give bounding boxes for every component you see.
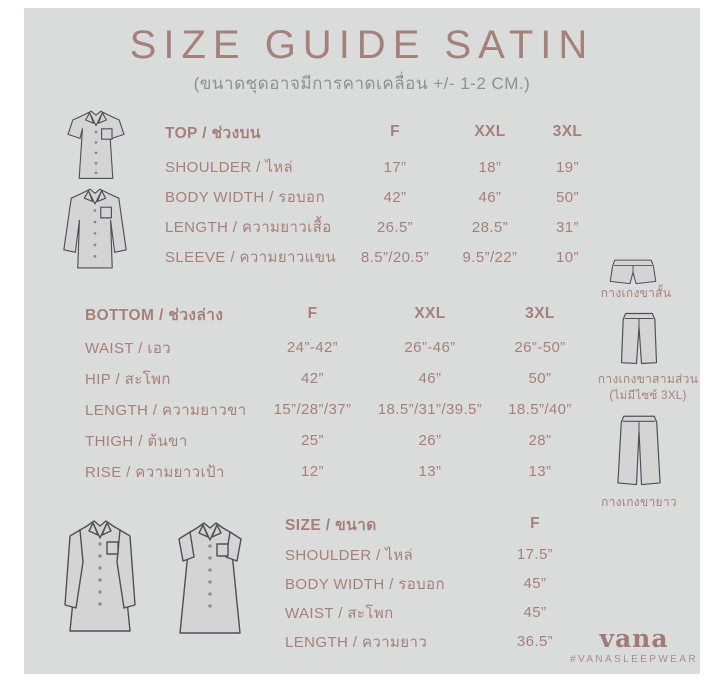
table-cell: 13”	[528, 463, 552, 480]
shorts-illustration	[609, 259, 657, 285]
brand-hashtag: #VANASLEEPWEAR	[570, 654, 698, 665]
brand-logo: vana	[599, 624, 669, 653]
nightdress-long-sleeve-illustration	[64, 520, 136, 632]
row-label: WAIST / เอว	[85, 339, 172, 357]
row-label: SHOULDER / ไหล่	[165, 159, 294, 176]
table-cell: 46”	[478, 188, 502, 206]
table-cell: 26”-46”	[404, 339, 456, 356]
column-header-f: F	[390, 123, 400, 140]
onesize-table: SIZE / ขนาด F SHOULDER / ไหล่ 17.5” BODY…	[285, 508, 600, 656]
nightdress-short-sleeve-illustration	[178, 522, 242, 634]
row-label: BODY WIDTH / รอบอก	[285, 575, 445, 593]
table-cell: 42”	[383, 188, 407, 206]
table-cell: 31”	[556, 218, 579, 236]
table-cell: 18.5”/40”	[508, 401, 572, 418]
column-header-xxl: XXL	[414, 305, 446, 322]
row-label: THIGH / ต้นขา	[85, 432, 188, 450]
table-cell: 42”	[301, 370, 324, 387]
table-cell: 9.5”/22”	[462, 248, 518, 266]
row-label: RISE / ความยาวเป้า	[85, 463, 225, 481]
table-cell: 36.5”	[516, 633, 554, 650]
row-label: LENGTH / ความยาวเสื้อ	[165, 219, 332, 236]
table-cell: 17”	[383, 158, 407, 176]
pajama-top-long-sleeve-illustration	[63, 188, 127, 269]
table-cell: 10”	[556, 248, 579, 266]
table-header-label: TOP / ช่วงบน	[165, 124, 261, 142]
table-cell: 24”-42”	[286, 339, 339, 356]
table-cell: 26.5”	[376, 218, 414, 236]
page-title: SIZE GUIDE SATIN	[129, 23, 595, 67]
table-cell: 15”/28”/37”	[273, 401, 352, 418]
column-header-f: F	[530, 515, 540, 532]
table-cell: 45”	[523, 604, 547, 621]
long-pants-label: กางเกงขายาว	[601, 495, 677, 509]
table-cell: 46”	[418, 370, 442, 387]
column-header-xxl: XXL	[474, 123, 506, 140]
table-cell: 45”	[523, 575, 547, 592]
table-cell: 50”	[556, 188, 579, 206]
column-header-f: F	[307, 305, 318, 322]
table-cell: 26”-50”	[514, 339, 566, 356]
table-cell: 18.5”/31”/39.5”	[377, 401, 483, 418]
table-cell: 17.5”	[516, 546, 554, 563]
row-label: LENGTH / ความยาวขา	[85, 401, 247, 419]
row-label: SLEEVE / ความยาวแขน	[165, 249, 337, 266]
table-cell: 12”	[301, 463, 324, 480]
table-cell: 19”	[556, 158, 579, 176]
table-cell: 18”	[478, 158, 502, 176]
page-subtitle: (ขนาดชุดอาจมีการคาดเคลื่อน +/- 1-2 CM.)	[193, 74, 531, 93]
table-cell: 28.5”	[471, 218, 509, 236]
table-cell: 8.5”/20.5”	[360, 248, 430, 266]
pajama-top-short-sleeve-illustration	[67, 110, 125, 179]
bottom-size-table: BOTTOM / ช่วงล่าง F XXL 3XL WAIST / เอว …	[85, 296, 580, 487]
capri-pants-label: กางเกงขาสามส่วน	[597, 372, 699, 386]
row-label: BODY WIDTH / รอบอก	[165, 189, 325, 206]
table-cell: 26”	[418, 432, 442, 449]
table-cell: 25”	[301, 432, 324, 449]
capri-pants-note: (ไม่มีไซซ์ 3XL)	[609, 390, 687, 402]
table-cell: 50”	[528, 370, 552, 387]
row-label: LENGTH / ความยาว	[285, 633, 428, 651]
shorts-label: กางเกงขาสั้น	[600, 286, 672, 300]
panel-background	[24, 8, 700, 674]
row-label: HIP / สะโพก	[85, 370, 171, 388]
row-label: WAIST / สะโพก	[285, 604, 394, 622]
row-label: SHOULDER / ไหล่	[285, 546, 414, 564]
table-cell: 28”	[528, 432, 552, 449]
column-header-3xl: 3XL	[525, 305, 555, 322]
column-header-3xl: 3XL	[552, 123, 583, 140]
long-pants-illustration	[617, 415, 661, 486]
table-header-label: SIZE / ขนาด	[285, 516, 377, 534]
top-size-table: TOP / ช่วงบน F XXL 3XL SHOULDER / ไหล่ 1…	[165, 112, 595, 272]
capri-pants-illustration	[620, 312, 658, 365]
table-cell: 13”	[418, 463, 442, 480]
table-header-label: BOTTOM / ช่วงล่าง	[85, 306, 224, 324]
